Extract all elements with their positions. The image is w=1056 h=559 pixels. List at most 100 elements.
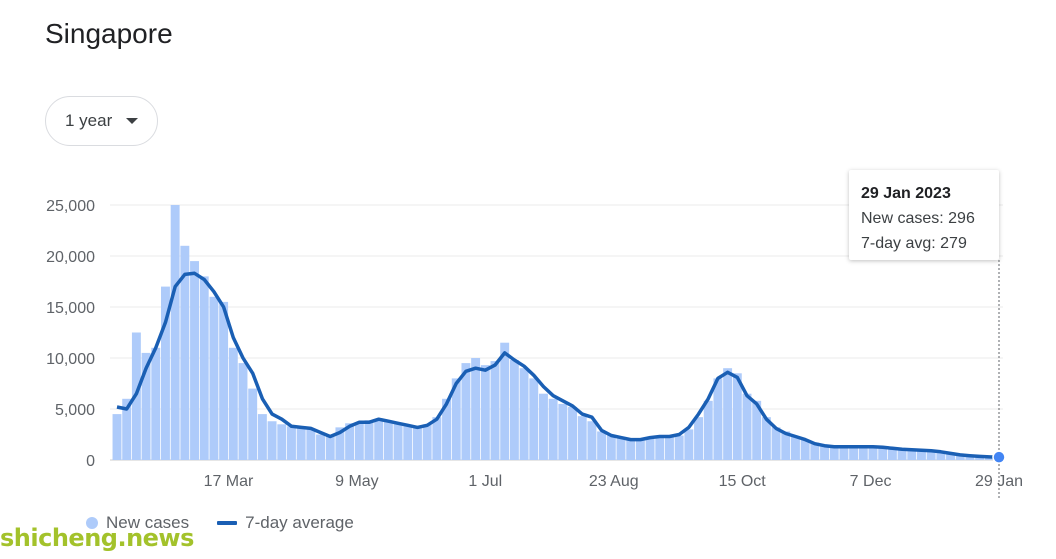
new-cases-bar [955,454,965,460]
new-cases-bar [287,426,296,460]
new-cases-bar [316,434,325,460]
new-cases-bar [558,403,568,460]
new-cases-bar [500,342,510,460]
new-cases-bar [732,373,742,460]
new-cases-bar [897,448,907,460]
new-cases-bar [112,414,122,460]
new-cases-bar [742,393,752,460]
seven-day-average-line [116,271,1000,459]
new-cases-bar [529,378,539,460]
new-cases-bar [926,450,936,460]
new-cases-bar [723,368,733,460]
new-cases-bar [267,421,277,460]
new-cases-bar [539,393,548,460]
new-cases-bar [122,398,132,460]
new-cases-bar [432,417,442,460]
new-cases-bar [306,429,316,460]
new-cases-bar [180,245,190,460]
new-cases-bar [684,429,694,460]
new-cases-bar [975,456,985,460]
new-cases-bar [509,360,519,460]
new-cases-bar [655,436,665,460]
new-cases-bar [335,427,345,460]
new-cases-bar [829,445,839,460]
new-cases-bar [461,363,471,460]
new-cases-bar [413,426,422,460]
new-cases-bar [209,296,219,460]
new-cases-bar [839,446,849,460]
y-tick-label: 10,000 [46,351,95,368]
new-cases-bar [296,427,306,460]
x-tick-label: 17 Mar [204,473,254,490]
new-cases-bar [393,423,403,460]
y-tick-label: 15,000 [46,300,95,317]
chart-tooltip: 29 Jan 2023 New cases: 296 7-day avg: 27… [849,170,999,260]
new-cases-bar [277,424,287,460]
new-cases-bar [490,361,500,460]
highlighted-point [992,450,1006,464]
new-cases-bar [965,455,975,460]
new-cases-bar [170,205,180,460]
x-tick-label: 1 Jul [468,473,502,490]
time-range-dropdown[interactable]: 1 year [45,96,158,146]
x-tick-label: 7 Dec [850,473,892,490]
legend-new-cases[interactable]: New cases [106,513,190,532]
legend-line-swatch [217,521,238,525]
tooltip-avg: 7-day avg: 279 [861,235,967,252]
new-cases-bar [141,352,151,460]
new-cases-bar [936,451,946,460]
x-tick-label: 23 Aug [589,473,639,490]
new-cases-bar [422,424,432,460]
new-cases-bar [568,406,577,460]
time-range-label: 1 year [65,111,113,130]
new-cases-bar [199,276,209,460]
new-cases-bar [442,398,451,460]
new-cases-bar [810,442,820,460]
new-cases-bar [228,347,238,460]
new-cases-bar [665,436,674,460]
new-cases-bar [761,417,771,460]
new-cases-bar [606,435,616,460]
new-cases-bar [781,431,791,460]
new-cases-bar [645,437,655,460]
new-cases-bar [752,400,762,460]
new-cases-bar [345,423,355,460]
new-cases-bar [354,422,364,460]
x-tick-label: 15 Oct [719,473,767,490]
new-cases-bar [480,365,490,460]
new-cases-bar [219,301,229,460]
new-cases-bar [858,446,868,460]
new-cases-bar [791,436,800,460]
new-cases-bar [451,378,461,460]
new-cases-bar [713,378,723,460]
tooltip-date: 29 Jan 2023 [861,185,951,202]
new-cases-bar [248,388,258,460]
y-tick-label: 0 [86,453,95,470]
new-cases-bar [820,444,829,460]
new-cases-bar [907,449,917,460]
new-cases-bar [325,435,335,460]
new-cases-bar [800,439,810,460]
new-cases-bar [849,446,859,460]
new-cases-bar [374,420,384,460]
legend-7day-average[interactable]: 7-day average [245,513,354,532]
new-cases-bar [151,347,161,460]
new-cases-bar [694,417,703,460]
new-cases-bar [403,425,413,460]
tooltip-new-cases: New cases: 296 [861,210,975,227]
caret-down-icon [126,118,139,124]
new-cases-bar [626,439,636,460]
new-cases-bar [635,439,645,460]
new-cases-bar [519,368,529,460]
new-cases-bar [383,421,393,460]
cases-chart: 0 5,000 10,000 15,000 20,000 25,000 17 Mar 9 Ma… [46,198,1023,500]
y-tick-label: 5,000 [55,402,95,419]
legend-bar-swatch [86,517,98,529]
new-cases-bar [917,450,926,460]
page-title: Singapore [45,18,173,49]
new-cases-bar [190,261,199,460]
x-tick-label: 9 May [335,473,379,490]
new-cases-bar [161,286,170,460]
new-cases-bar [364,420,374,460]
y-tick-label: 20,000 [46,249,95,266]
